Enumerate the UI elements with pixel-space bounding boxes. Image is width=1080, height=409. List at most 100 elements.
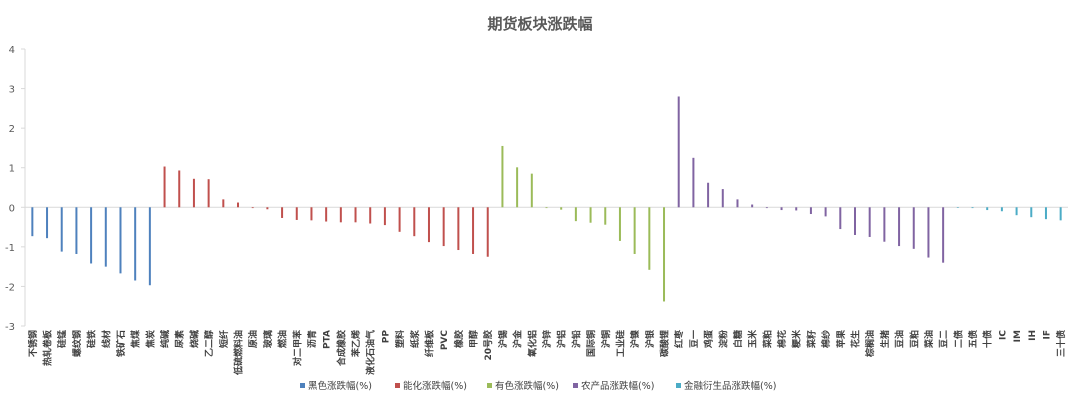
bar-玻璃	[266, 207, 269, 210]
bar-燃油	[281, 207, 284, 218]
x-tick-label: IF	[1042, 330, 1052, 340]
bar-碳酸锂	[663, 207, 666, 302]
bar-沪铝	[560, 207, 563, 210]
bar-菜油	[927, 207, 930, 258]
x-tick-label: 线材	[100, 330, 112, 348]
x-tick-label: 烧碱	[188, 330, 200, 348]
bar-二债	[956, 207, 959, 208]
x-tick-label: 红枣	[673, 329, 685, 348]
bar-螺纹钢	[75, 207, 78, 254]
bar-热轧卷板	[46, 207, 49, 239]
bar-豆粕	[912, 207, 915, 249]
legend-swatch	[395, 383, 400, 388]
bar-粳米	[795, 207, 798, 211]
bar-纸浆	[413, 207, 416, 237]
x-tick-label: 沪锌	[541, 330, 553, 348]
x-tick-label: IM	[1013, 330, 1023, 342]
x-tick-label: 焦炭	[144, 330, 156, 349]
x-tick-label: 豆二	[939, 330, 950, 348]
bar-IF	[1044, 207, 1047, 220]
x-tick-label: 乙二醇	[203, 330, 215, 357]
bar-焦炭	[148, 207, 151, 286]
x-tick-label: 白糖	[732, 330, 744, 348]
bar-烧碱	[192, 178, 195, 208]
x-tick-label: 棉纱	[820, 330, 832, 348]
x-tick-label: 棉花	[776, 330, 788, 348]
x-tick-label: 豆一	[689, 330, 700, 348]
x-tick-label: 玻璃	[262, 330, 274, 348]
x-tick-label: PP	[381, 330, 391, 344]
legend-swatch	[573, 383, 578, 388]
bar-鸡蛋	[707, 182, 710, 208]
legend-swatch	[300, 383, 305, 388]
legend-entry: 农产品涨跌幅(%)	[581, 380, 654, 392]
x-tick-label: 甲醇	[468, 330, 480, 348]
bar-短纤	[222, 199, 225, 208]
bar-沪银	[648, 207, 651, 270]
bar-菜籽	[809, 207, 812, 215]
bar-沥青	[310, 207, 313, 221]
y-tick-label: -1	[5, 243, 15, 254]
chart-bars	[31, 96, 1062, 302]
bar-PP	[383, 207, 386, 226]
x-tick-label: 豆粕	[908, 330, 920, 348]
bar-豆二	[942, 207, 945, 263]
bar-工业硅	[618, 207, 621, 241]
x-tick-label: 国际铜	[585, 330, 597, 357]
bar-沪镍	[633, 207, 636, 254]
bar-豆油	[898, 207, 901, 247]
x-tick-label: 十债	[982, 330, 994, 348]
chart-title: 期货板块涨跌幅	[487, 15, 592, 33]
bar-棉花	[780, 207, 783, 211]
bar-五债	[971, 207, 974, 209]
y-tick-label: 4	[9, 45, 15, 56]
x-tick-label: 菜粕	[761, 330, 773, 349]
legend-entry: 有色涨跌幅(%)	[495, 380, 559, 392]
x-tick-label: 橡胶	[453, 330, 465, 348]
x-tick-label: 棕榈油	[864, 330, 876, 358]
x-tick-label: 沥青	[306, 330, 318, 348]
x-tick-label: 菜油	[923, 330, 935, 349]
x-tick-label: 纤维板	[423, 329, 435, 357]
x-tick-label: 鸡蛋	[703, 330, 715, 349]
x-tick-label: 生猪	[879, 330, 891, 348]
x-tick-label: 对二甲苯	[291, 329, 303, 366]
bar-硅铁	[90, 207, 93, 264]
x-tick-label: 苹果	[835, 329, 847, 348]
bar-纤维板	[427, 207, 430, 243]
x-tick-label: 燃油	[277, 330, 289, 348]
legend-entry: 金融衍生品涨跌幅(%)	[684, 380, 776, 392]
x-tick-label: 纸浆	[409, 329, 421, 348]
bar-焦煤	[134, 207, 137, 281]
x-tick-label: 沪铜	[600, 330, 612, 348]
bar-苹果	[839, 207, 842, 230]
y-tick-label: -2	[5, 282, 15, 293]
x-tick-label: 尿素	[174, 330, 186, 348]
x-tick-label: 合成橡胶	[335, 330, 347, 366]
bar-IC	[1000, 207, 1003, 212]
bar-对二甲苯	[295, 207, 298, 220]
x-tick-label: 工业硅	[614, 330, 626, 357]
x-tick-label: 玉米	[747, 329, 759, 348]
bar-花生	[853, 207, 856, 235]
bar-十债	[986, 207, 989, 211]
bar-低硫燃料油	[237, 202, 240, 208]
bar-橡胶	[457, 207, 460, 251]
y-tick-label: 0	[9, 203, 15, 214]
bar-甲醇	[472, 207, 475, 254]
y-tick-label: 2	[9, 124, 15, 135]
x-tick-label: PVC	[440, 330, 450, 351]
x-tick-label: 沪锡	[497, 330, 509, 348]
bar-菜粕	[765, 207, 768, 209]
x-tick-label: 短纤	[218, 330, 230, 348]
bar-沪铅	[574, 207, 577, 222]
x-tick-label: IC	[998, 330, 1008, 340]
bar-三十债	[1059, 207, 1062, 221]
x-tick-label: 沪金	[512, 329, 524, 348]
chart-legend: 黑色涨跌幅(%) 能化涨跌幅(%) 有色涨跌幅(%) 农产品涨跌幅(%) 金融衍生品涨跌…	[300, 380, 776, 392]
x-tick-label: 沪银	[644, 329, 656, 348]
bar-棕榈油	[868, 207, 871, 237]
x-tick-label: 二债	[952, 330, 964, 348]
